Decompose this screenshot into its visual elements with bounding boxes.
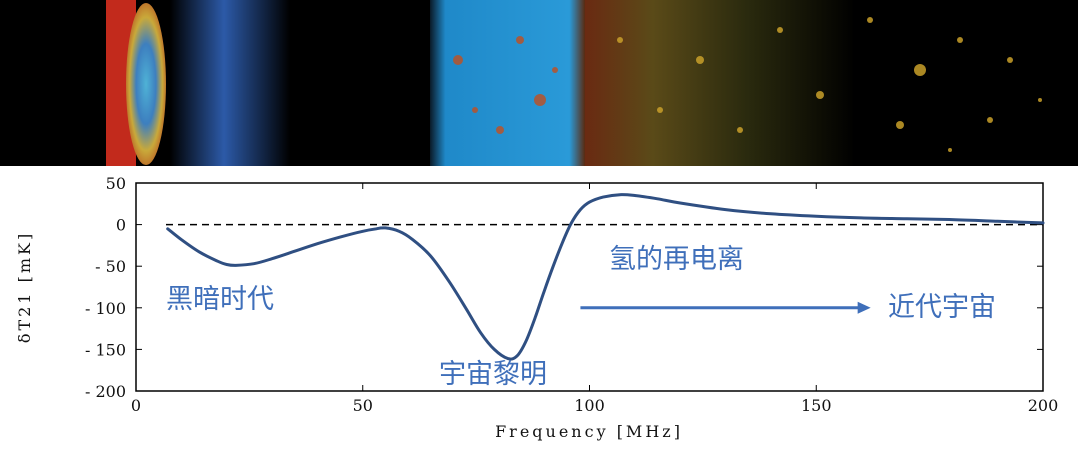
x-tick-label: 0	[131, 396, 141, 415]
y-tick-label: - 200	[85, 382, 126, 401]
phase-arrow	[580, 301, 871, 314]
annotation-dark-ages: 黑暗时代	[166, 284, 274, 315]
cosmic-history-illustration	[0, 0, 1078, 166]
y-tick-label: - 50	[95, 257, 126, 276]
y-tick-label: 0	[116, 216, 126, 235]
x-tick-label: 50	[353, 396, 373, 415]
x-axis-title: Frequency [MHz]	[495, 422, 683, 441]
x-tick-label: 150	[801, 396, 832, 415]
x-tick-label: 100	[574, 396, 605, 415]
cmb-sphere	[126, 3, 166, 165]
y-axis-title: δT21 [mK]	[15, 231, 34, 343]
x-axis-ticks: 0 50 100 150 200	[131, 183, 1058, 415]
annotation-reionization: 氢的再电离	[609, 244, 744, 275]
y-tick-label: - 150	[85, 340, 126, 359]
y-tick-label: 50	[106, 174, 126, 193]
annotation-cosmic-dawn: 宇宙黎明	[439, 359, 547, 390]
reionization-region	[430, 0, 585, 166]
dark-ages-glow	[170, 0, 290, 166]
annotation-modern-universe: 近代宇宙	[888, 292, 996, 323]
early-galaxies-region	[585, 0, 855, 166]
x-tick-label: 200	[1028, 396, 1059, 415]
y-tick-label: - 100	[85, 299, 126, 318]
y-axis-ticks: 50 0 - 50 - 100 - 150 - 200	[85, 174, 1043, 401]
signal-curve	[166, 193, 1045, 361]
